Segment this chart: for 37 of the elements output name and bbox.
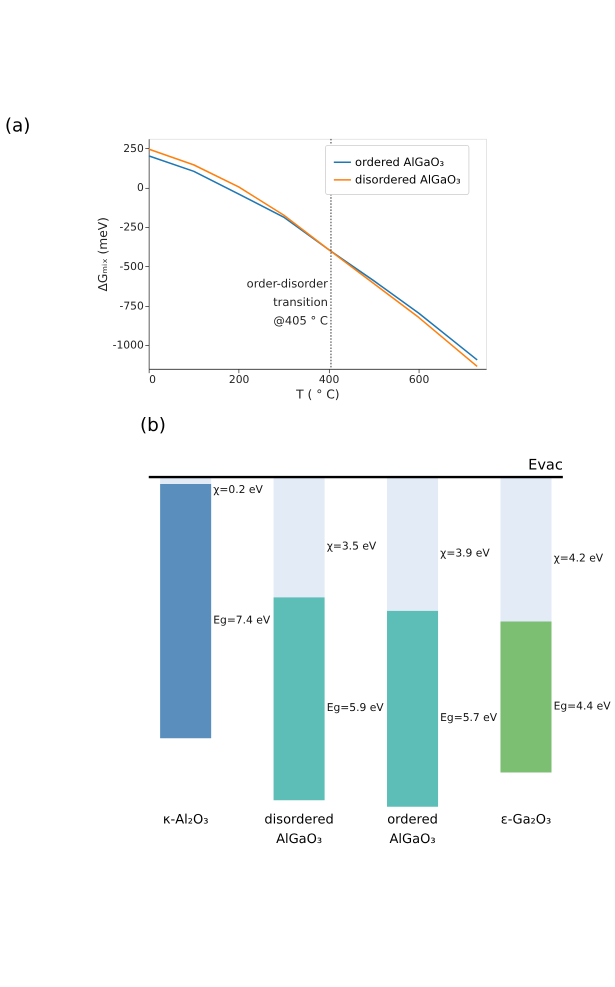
- annotation: Eg=7.4 eV: [213, 613, 271, 626]
- legend-label: disordered AlGaO₃: [355, 172, 462, 187]
- y-tick-label: 250: [123, 142, 144, 155]
- annotation: χ=4.2 eV: [554, 552, 604, 565]
- annotation: χ=3.9 eV: [440, 546, 490, 560]
- legend-label: ordered AlGaO₃: [355, 155, 445, 170]
- y-tick-label: -250: [119, 220, 144, 234]
- y-tick-label: 0: [136, 181, 144, 194]
- y-tick-label: -1000: [112, 338, 144, 352]
- annotation: χ=0.2 eV: [213, 482, 264, 496]
- annotation: χ=3.5 eV: [326, 539, 377, 552]
- chart-title: (b): [140, 415, 166, 436]
- x-axis-title: T ( ° C): [295, 387, 340, 402]
- bar: [387, 610, 438, 807]
- chart-title: (a): [4, 115, 30, 136]
- annotation: Eg=5.9 eV: [326, 701, 384, 714]
- y-axis-title: ΔGₘᵢₓ (meV): [96, 217, 110, 292]
- annotation: Eg=5.7 eV: [440, 711, 498, 724]
- bar: [274, 597, 325, 800]
- x-tick-label: κ-Al₂O₃: [162, 812, 208, 828]
- ref-line-label: order-disorder transition @405 ° C: [246, 276, 328, 328]
- annotation: Eg=4.4 eV: [554, 699, 612, 712]
- y-tick-label: -500: [119, 260, 144, 273]
- x-tick-label: disordered AlGaO₃: [264, 812, 334, 848]
- ref-line-label: Evac: [528, 456, 563, 474]
- x-tick-label: 0: [149, 373, 156, 386]
- bar: [387, 477, 438, 611]
- x-tick-label: 200: [228, 373, 250, 386]
- bar: [274, 477, 325, 598]
- x-tick-label: ordered AlGaO₃: [387, 812, 438, 848]
- y-tick-label: -750: [119, 299, 144, 312]
- bar: [160, 484, 212, 738]
- x-tick-label: 600: [408, 373, 430, 386]
- x-tick-label: 400: [318, 373, 340, 386]
- bar: [500, 477, 552, 622]
- bar: [500, 621, 552, 772]
- x-tick-label: ε-Ga₂O₃: [500, 812, 552, 828]
